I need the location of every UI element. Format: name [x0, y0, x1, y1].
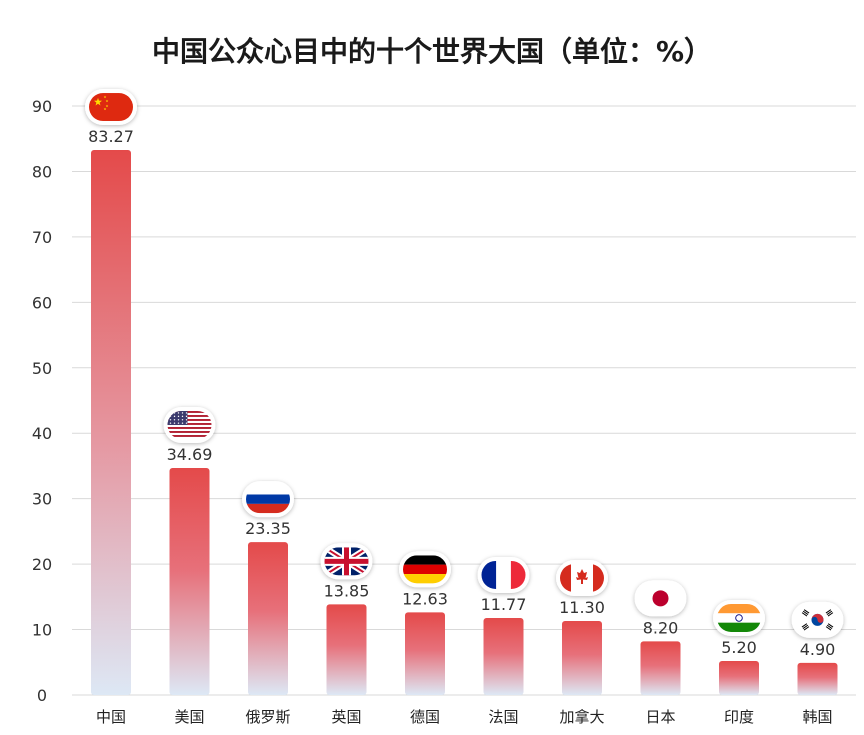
y-tick-label: 30 — [32, 490, 52, 509]
japan-flag-icon — [634, 580, 687, 617]
value-label: 11.77 — [481, 595, 527, 614]
category-label: 法国 — [488, 708, 518, 726]
bar — [405, 612, 445, 695]
y-tick-label: 20 — [32, 555, 52, 574]
bar — [326, 604, 367, 695]
category-label: 韩国 — [802, 708, 832, 726]
value-label: 11.30 — [559, 598, 605, 617]
bar — [91, 150, 131, 695]
category-label: 日本 — [645, 708, 675, 726]
y-tick-label: 0 — [37, 686, 47, 705]
bar — [640, 641, 681, 695]
china-flag-icon — [85, 89, 137, 126]
bar — [248, 542, 288, 695]
uk-flag-icon — [320, 543, 373, 580]
value-label: 12.63 — [402, 589, 448, 608]
chart-title: 中国公众心目中的十个世界大国（单位：%） — [151, 35, 713, 68]
y-tick-label: 80 — [32, 162, 52, 181]
category-label: 印度 — [724, 708, 754, 726]
russia-flag-icon — [242, 481, 294, 518]
y-tick-label: 50 — [32, 359, 52, 378]
bar — [797, 662, 838, 695]
value-label: 5.20 — [721, 638, 757, 657]
category-label: 加拿大 — [559, 708, 604, 726]
category-label: 德国 — [410, 708, 440, 726]
bar — [562, 621, 602, 695]
value-label: 13.85 — [324, 581, 370, 600]
y-tick-label: 70 — [32, 228, 52, 247]
value-label: 83.27 — [88, 127, 134, 146]
bar — [169, 467, 210, 695]
category-label: 中国 — [96, 708, 126, 726]
value-label: 8.20 — [643, 618, 679, 637]
usa-flag-icon — [163, 406, 216, 443]
value-label: 23.35 — [245, 519, 291, 538]
france-flag-icon — [477, 556, 530, 593]
canada-flag-icon — [556, 560, 608, 597]
value-label: 34.69 — [167, 445, 213, 464]
india-flag-icon — [713, 599, 765, 636]
y-tick-label: 40 — [32, 424, 52, 443]
germany-flag-icon — [399, 551, 451, 588]
y-tick-label: 10 — [32, 621, 52, 640]
bar — [483, 617, 524, 695]
category-label: 英国 — [331, 708, 361, 726]
value-label: 4.90 — [800, 640, 836, 659]
y-tick-label: 60 — [32, 293, 52, 312]
y-tick-label: 90 — [32, 97, 52, 116]
category-label: 俄罗斯 — [245, 708, 290, 726]
korea-flag-icon — [791, 601, 844, 638]
category-label: 美国 — [174, 708, 204, 726]
bar — [719, 660, 759, 695]
